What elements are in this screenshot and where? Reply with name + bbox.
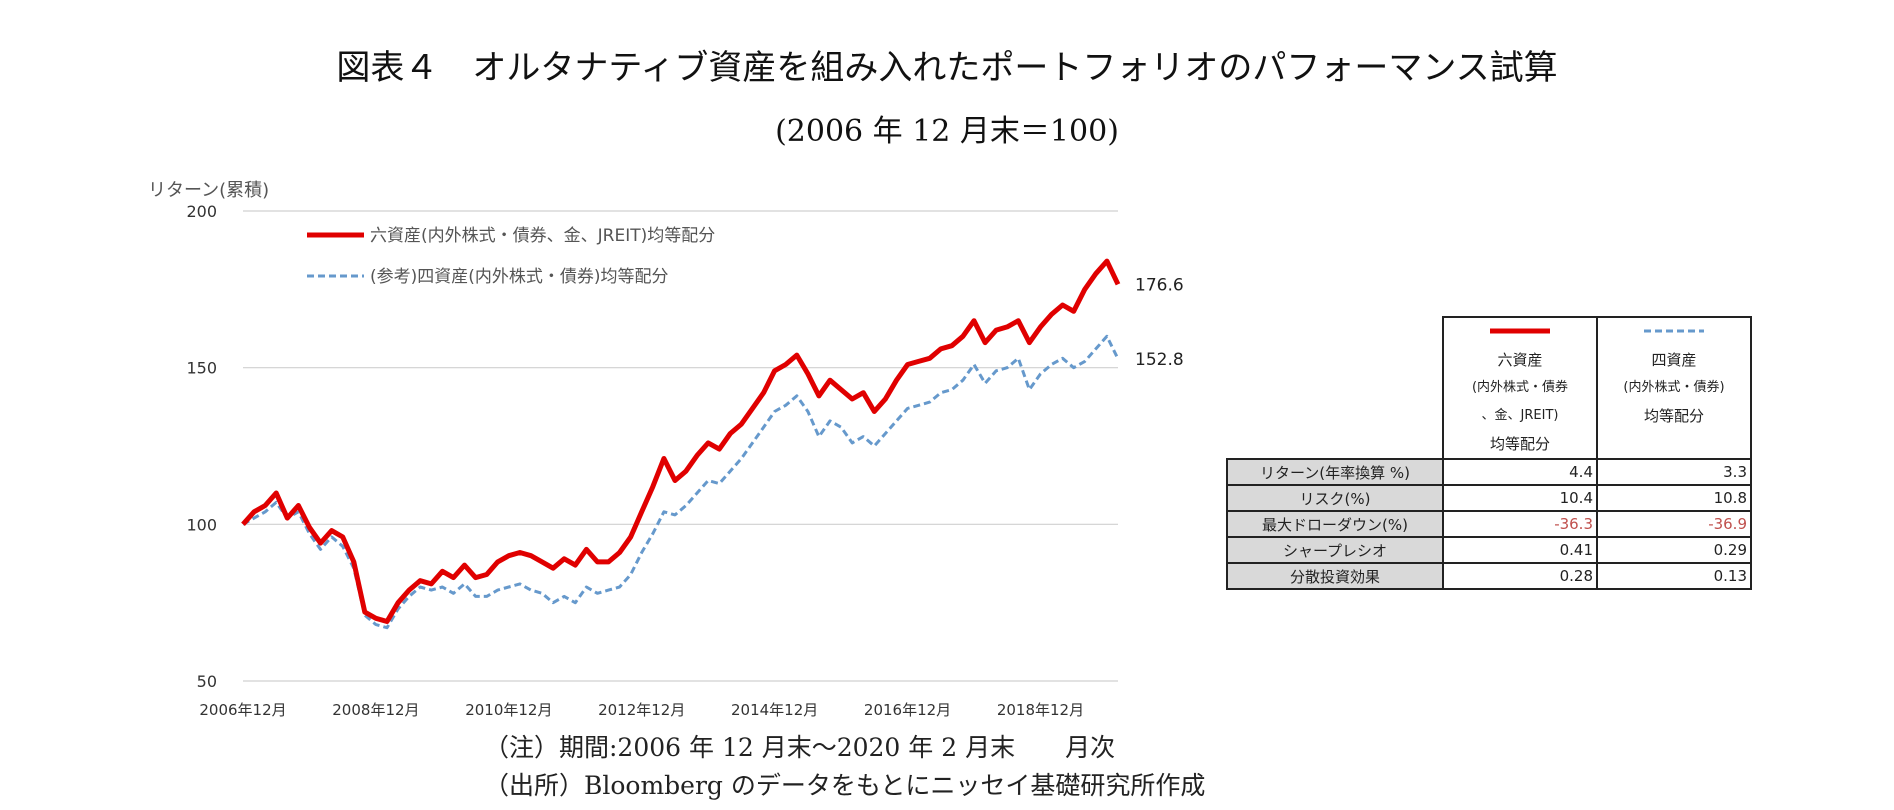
x-tick-label: 2006年12月 xyxy=(199,701,286,719)
table-cell: 0.41 xyxy=(1442,536,1598,564)
table-header-line: 六資産 xyxy=(1497,351,1543,369)
table-cell: -36.9 xyxy=(1596,510,1752,538)
table-row: 最大ドローダウン(%) -36.3 -36.9 xyxy=(1226,510,1752,538)
x-tick-label: 2012年12月 xyxy=(598,701,685,719)
row-label: 最大ドローダウン(%) xyxy=(1226,510,1444,538)
series-line-0 xyxy=(241,258,1121,624)
y-tick-label: 100 xyxy=(186,515,217,534)
y-tick-label: 150 xyxy=(186,359,217,378)
page-title: 図表４ オルタナティブ資産を組み入れたポートフォリオのパフォーマンス試算 xyxy=(336,48,1558,88)
row-label: シャープレシオ xyxy=(1226,536,1444,564)
x-tick-label: 2008年12月 xyxy=(332,701,419,719)
table-legend-swatch xyxy=(1490,328,1550,334)
table-legend-swatch xyxy=(1644,329,1704,333)
x-tick-label: 2014年12月 xyxy=(731,701,818,719)
x-tick-label: 2010年12月 xyxy=(465,701,552,719)
row-label: リターン(年率換算 %) xyxy=(1226,458,1444,486)
table-row: リスク(%) 10.4 10.8 xyxy=(1226,484,1752,512)
table-cell: 10.4 xyxy=(1442,484,1598,512)
footnote-source: （出所）Bloomberg のデータをもとにニッセイ基礎研究所作成 xyxy=(484,771,1206,800)
row-label: リスク(%) xyxy=(1226,484,1444,512)
header-four-assets: 四資産 (内外株式・債券) 均等配分 xyxy=(1596,316,1752,460)
table-cell: 4.4 xyxy=(1442,458,1598,486)
table-cell: 0.29 xyxy=(1596,536,1752,564)
stats-corner xyxy=(1227,317,1443,459)
table-cell: 10.8 xyxy=(1596,484,1752,512)
y-axis-title: リターン(累積) xyxy=(148,180,269,201)
table-cell: 0.13 xyxy=(1596,562,1752,590)
y-tick-label: 200 xyxy=(186,202,217,221)
series-end-label: 176.6 xyxy=(1135,275,1184,295)
table-cell: 0.28 xyxy=(1442,562,1598,590)
table-header-line: (内外株式・債券 xyxy=(1471,380,1569,395)
table-row: 分散投資効果 0.28 0.13 xyxy=(1226,562,1752,590)
series-line-1 xyxy=(242,334,1120,630)
series-end-label: 152.8 xyxy=(1135,350,1184,370)
header-six-assets: 六資産 (内外株式・債券 、金、JREIT) 均等配分 xyxy=(1442,316,1598,460)
legend-label-0: 六資産(内外株式・債券、金、JREIT)均等配分 xyxy=(370,226,715,246)
stats-header-row: 六資産 (内外株式・債券 、金、JREIT) 均等配分 四資産 (内外株式・債券) 均等配… xyxy=(1227,316,1752,460)
table-cell: -36.3 xyxy=(1442,510,1598,538)
table-header-line: 四資産 xyxy=(1651,351,1697,369)
footnote-period: （注）期間:2006 年 12 月末～2020 年 2 月末 月次 xyxy=(484,733,1116,762)
row-label: 分散投資効果 xyxy=(1226,562,1444,590)
page-subtitle: (2006 年 12 月末＝100) xyxy=(775,114,1119,149)
table-header-line: 均等配分 xyxy=(1643,407,1704,425)
table-cell: 3.3 xyxy=(1596,458,1752,486)
table-header-line: 均等配分 xyxy=(1489,435,1550,453)
table-header-line: 、金、JREIT) xyxy=(1481,408,1559,423)
x-tick-label: 2016年12月 xyxy=(864,701,951,719)
table-header-line: (内外株式・債券) xyxy=(1623,380,1725,395)
table-row: シャープレシオ 0.41 0.29 xyxy=(1226,536,1752,564)
legend-label-1: (参考)四資産(内外株式・債券)均等配分 xyxy=(370,267,669,287)
table-row: リターン(年率換算 %) 4.4 3.3 xyxy=(1226,458,1752,486)
stats-table: 六資産 (内外株式・債券 、金、JREIT) 均等配分 四資産 (内外株式・債券) 均等配… xyxy=(1226,316,1752,590)
x-tick-label: 2018年12月 xyxy=(997,701,1084,719)
y-tick-label: 50 xyxy=(197,672,217,691)
